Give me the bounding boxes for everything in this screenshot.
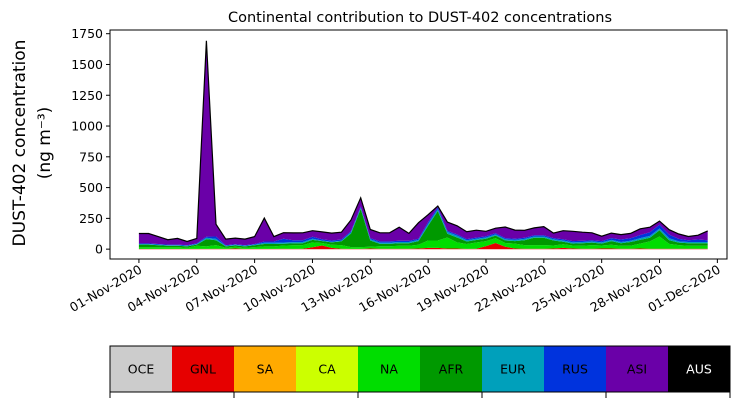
chart-title: Continental contribution to DUST-402 con… — [228, 10, 612, 26]
legend-label-eur: EUR — [500, 362, 526, 377]
y-tick-label: 750 — [79, 149, 103, 164]
plot-frame — [109, 29, 728, 260]
legend-label-sa: SA — [257, 362, 274, 377]
legend-label-na: NA — [380, 362, 398, 377]
legend-label-oce: OCE — [128, 362, 155, 377]
legend-label-afr: AFR — [439, 362, 464, 377]
y-tick-label: 1000 — [71, 119, 103, 134]
legend-swatch-oce — [110, 346, 173, 392]
y-axis: 0 250 500 750 1000 1250 1500 1750 — [71, 26, 110, 257]
y-tick-label: 0 — [95, 242, 103, 257]
stacked-areas — [138, 40, 708, 250]
area-asi — [138, 40, 708, 246]
legend-label-ca: CA — [318, 362, 336, 377]
legend-label-aus: AUS — [686, 362, 712, 377]
area-na — [138, 236, 708, 249]
area-aus — [138, 40, 708, 242]
y-tick-label: 500 — [79, 180, 103, 195]
legend-swatch-ca — [296, 346, 359, 392]
legend-swatch-gnl — [172, 346, 235, 392]
y-axis-label-line2: (ng m⁻³) — [35, 107, 55, 180]
x-axis: 01-Nov-202004-Nov-202007-Nov-202010-Nov-… — [67, 259, 723, 315]
y-tick-label: 1750 — [71, 26, 103, 41]
y-tick-label: 1250 — [71, 88, 103, 103]
legend-swatch-na — [358, 346, 421, 392]
legend-swatch-eur — [482, 346, 545, 392]
legend-label-rus: RUS — [562, 362, 588, 377]
y-axis-label-line1: DUST-402 concentration — [10, 40, 30, 247]
area-afr — [138, 208, 708, 248]
y-tick-label: 250 — [79, 211, 103, 226]
legend-swatch-afr — [420, 346, 483, 392]
total-outline — [138, 40, 708, 243]
legend-swatch-asi — [606, 346, 669, 392]
legend-swatch-rus — [544, 346, 607, 392]
legend: OCE GNL SA CA NA AFR EUR RUS ASI AUS — [109, 345, 731, 398]
legend-label-gnl: GNL — [190, 362, 216, 377]
legend-frame — [109, 345, 731, 393]
legend-swatch-sa — [234, 346, 297, 392]
legend-swatch-aus — [668, 346, 731, 392]
y-tick-label: 1500 — [71, 57, 103, 72]
legend-label-asi: ASI — [627, 362, 647, 377]
